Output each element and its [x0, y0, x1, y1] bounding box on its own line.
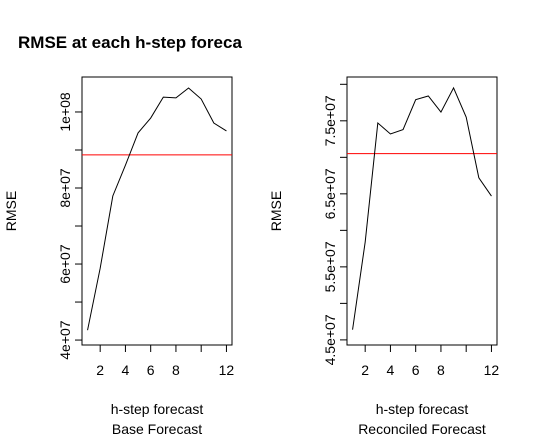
chart-title: RMSE at each h-step foreca — [18, 33, 242, 52]
x-tick-label: 4 — [122, 362, 130, 378]
y-axis-label: RMSE — [268, 191, 284, 231]
x-tick-label: 2 — [361, 362, 369, 378]
y-tick-label: 8e+07 — [57, 168, 73, 208]
x-tick-label: 6 — [147, 362, 155, 378]
y-tick-label: 4.5e+07 — [322, 314, 338, 365]
plot-box — [346, 76, 498, 346]
x-tick-label: 12 — [484, 362, 500, 378]
x-tick-label: 8 — [437, 362, 445, 378]
x-tick-label: 2 — [96, 362, 104, 378]
x-tick-label: 4 — [387, 362, 395, 378]
plot-box — [81, 76, 233, 346]
y-axis-label: RMSE — [3, 191, 19, 231]
x-tick-label: 12 — [219, 362, 235, 378]
y-tick-label: 6e+07 — [57, 244, 73, 284]
x-axis-label: h-step forecast — [111, 401, 204, 417]
x-tick-label: 6 — [412, 362, 420, 378]
subtitle: Base Forecast — [112, 421, 202, 437]
x-tick-label: 8 — [172, 362, 180, 378]
y-tick-label: 6.5e+07 — [322, 168, 338, 219]
subtitle: Reconciled Forecast — [358, 421, 486, 437]
y-tick-label: 5.5e+07 — [322, 241, 338, 292]
y-tick-label: 7.5e+07 — [322, 95, 338, 146]
y-tick-label: 1e+08 — [57, 92, 73, 132]
line — [87, 87, 227, 331]
line — [352, 86, 492, 330]
x-axis-label: h-step forecast — [376, 401, 469, 417]
y-tick-label: 4e+07 — [57, 320, 73, 360]
